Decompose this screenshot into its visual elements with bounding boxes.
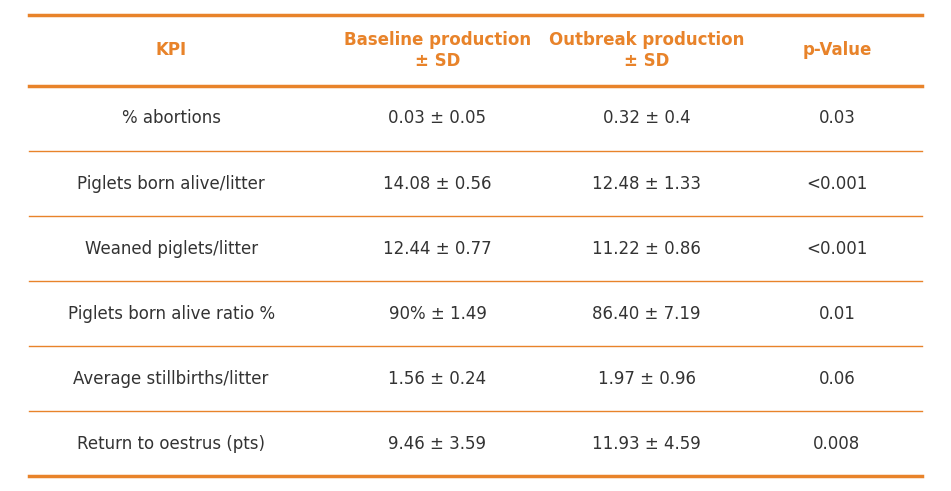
Text: Baseline production
± SD: Baseline production ± SD (344, 31, 531, 70)
Text: Outbreak production
± SD: Outbreak production ± SD (549, 31, 745, 70)
Text: 12.48 ± 1.33: 12.48 ± 1.33 (592, 174, 701, 192)
Text: Average stillbirths/litter: Average stillbirths/litter (73, 370, 269, 388)
Text: 1.56 ± 0.24: 1.56 ± 0.24 (388, 370, 487, 388)
Text: 1.97 ± 0.96: 1.97 ± 0.96 (597, 370, 696, 388)
Text: % abortions: % abortions (122, 109, 221, 128)
Text: 11.22 ± 0.86: 11.22 ± 0.86 (592, 240, 701, 258)
Text: 0.008: 0.008 (813, 435, 861, 453)
Text: 12.44 ± 0.77: 12.44 ± 0.77 (383, 240, 492, 258)
Text: 0.32 ± 0.4: 0.32 ± 0.4 (603, 109, 690, 128)
Text: Weaned piglets/litter: Weaned piglets/litter (85, 240, 258, 258)
Text: Return to oestrus (pts): Return to oestrus (pts) (77, 435, 265, 453)
Text: 11.93 ± 4.59: 11.93 ± 4.59 (592, 435, 701, 453)
Text: 0.03 ± 0.05: 0.03 ± 0.05 (388, 109, 487, 128)
Text: 86.40 ± 7.19: 86.40 ± 7.19 (592, 304, 701, 323)
Text: 9.46 ± 3.59: 9.46 ± 3.59 (388, 435, 487, 453)
Text: Piglets born alive/litter: Piglets born alive/litter (77, 174, 265, 192)
Text: 0.03: 0.03 (819, 109, 855, 128)
Text: p-Value: p-Value (803, 41, 871, 59)
Text: 0.01: 0.01 (819, 304, 855, 323)
Text: Piglets born alive ratio %: Piglets born alive ratio % (68, 304, 275, 323)
Text: <0.001: <0.001 (806, 240, 867, 258)
Text: 14.08 ± 0.56: 14.08 ± 0.56 (383, 174, 492, 192)
Text: <0.001: <0.001 (806, 174, 867, 192)
Text: 0.06: 0.06 (819, 370, 855, 388)
Text: KPI: KPI (156, 41, 186, 59)
Text: 90% ± 1.49: 90% ± 1.49 (389, 304, 486, 323)
